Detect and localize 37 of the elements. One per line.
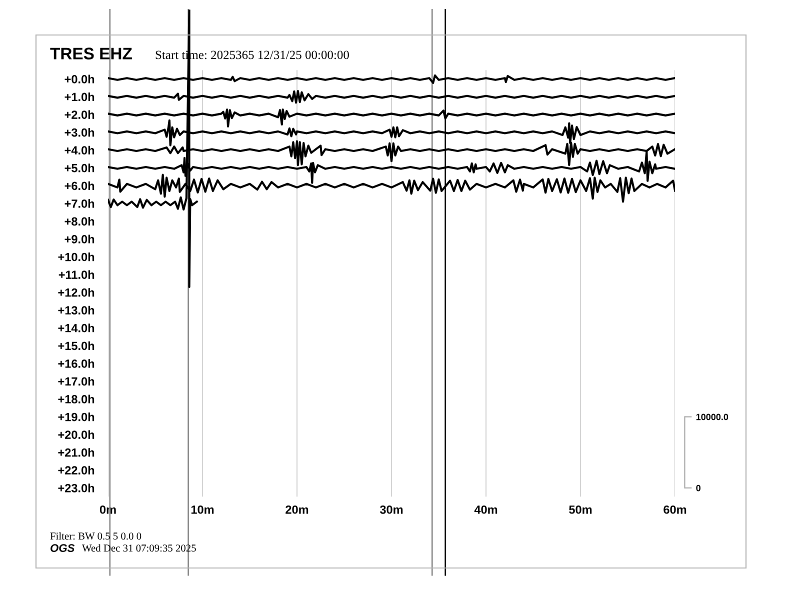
y2-tick-label: 0 bbox=[696, 484, 700, 492]
y-tick-label: +15.0h bbox=[58, 341, 94, 350]
text: Filter: BW 0.5 5 0.0 0 bbox=[50, 532, 142, 540]
y-tick-label: +8.0h bbox=[64, 216, 94, 226]
y-tick-label: +12.0h bbox=[58, 288, 94, 297]
text: TRES EHZ bbox=[50, 48, 132, 60]
text: Wed Dec 31 07:09:35 2025 bbox=[82, 544, 196, 552]
y-tick-label: +16.0h bbox=[58, 359, 94, 368]
y-tick-label: +1.0h bbox=[64, 92, 94, 102]
y-tick-label: +11.0h bbox=[58, 270, 94, 279]
y-tick-label: +3.0h bbox=[64, 128, 94, 137]
x-tick-label: 50m bbox=[569, 505, 592, 514]
y-tick-label: +23.0h bbox=[58, 484, 94, 492]
x-tick-label: 40m bbox=[474, 505, 498, 514]
y-tick-label: +18.0h bbox=[58, 394, 94, 404]
y-tick-label: +17.0h bbox=[58, 376, 94, 386]
x-tick-label: 30m bbox=[380, 505, 403, 514]
y-tick-label: +6.0h bbox=[64, 181, 94, 190]
y-tick-label: +4.0h bbox=[64, 146, 94, 155]
x-tick-label: 0m bbox=[100, 505, 116, 514]
x-tick-label: 20m bbox=[286, 505, 308, 514]
y-tick-label: +9.0h bbox=[64, 234, 94, 244]
y-tick-label: +22.0h bbox=[58, 466, 94, 475]
y-tick-label: +7.0h bbox=[64, 199, 94, 208]
y-tick-label: +21.0h bbox=[58, 448, 94, 457]
y-tick-label: +5.0h bbox=[64, 164, 94, 172]
y-tick-label: +0.0h bbox=[64, 74, 94, 84]
x-tick-label: 10m bbox=[191, 505, 214, 514]
y-tick-label: +10.0h bbox=[58, 252, 94, 262]
y-tick-label: +13.0h bbox=[58, 306, 94, 315]
text: OGS bbox=[50, 544, 75, 552]
y-tick-label: +2.0h bbox=[64, 110, 94, 119]
y-tick-label: +19.0h bbox=[58, 412, 94, 422]
x-tick-label: 60m bbox=[664, 505, 686, 514]
y2-tick-label: 10000.0 bbox=[696, 414, 728, 420]
y-tick-label: +14.0h bbox=[58, 324, 94, 332]
y-tick-label: +20.0h bbox=[58, 430, 94, 439]
